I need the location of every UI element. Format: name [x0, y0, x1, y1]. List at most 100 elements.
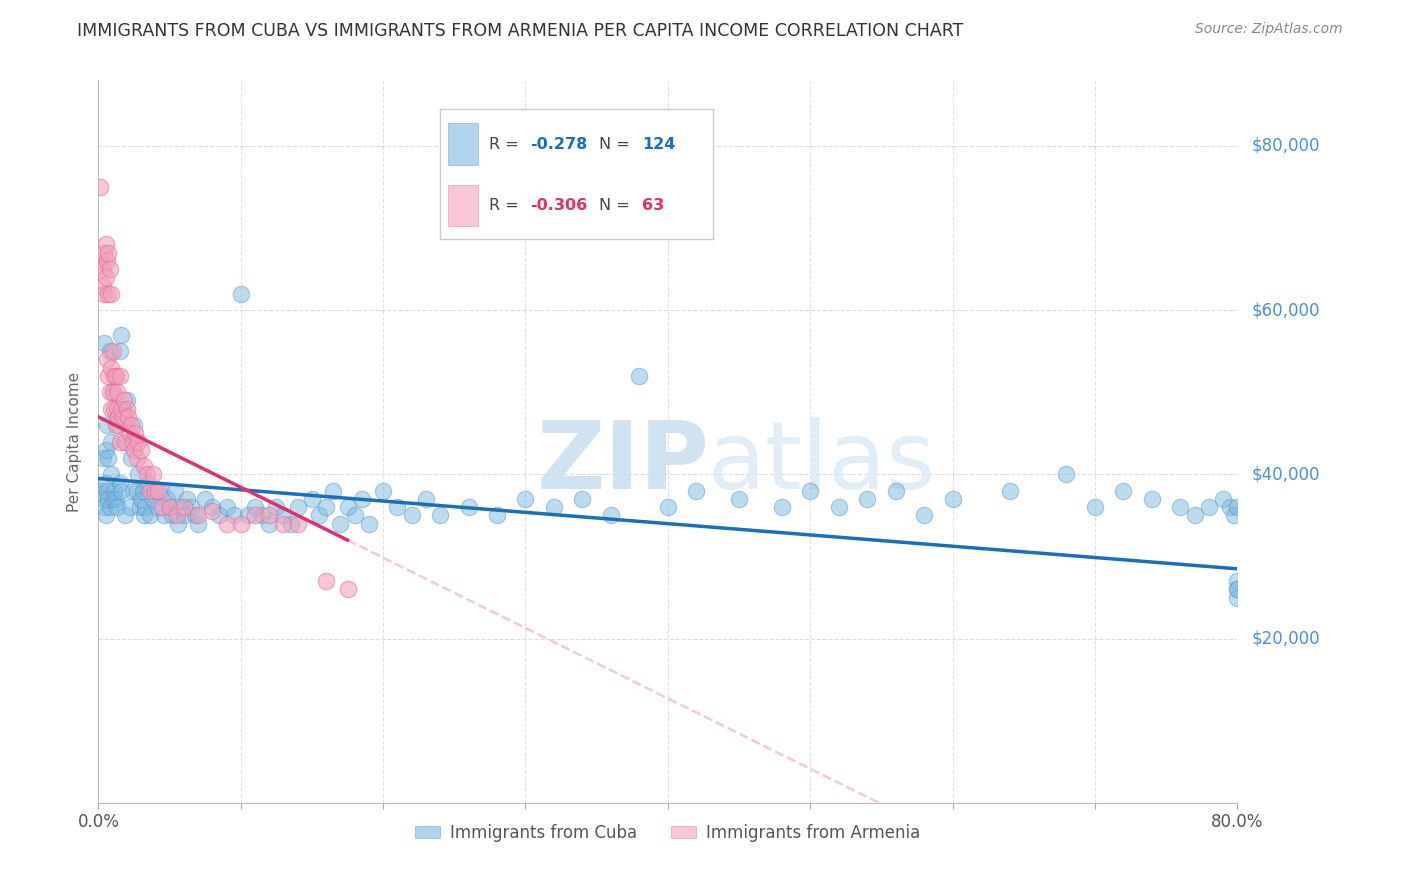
Point: [108, 368, 131, 383]
Point: [125, 483, 148, 498]
Point: [97, 368, 120, 383]
Point: [110, 401, 132, 416]
Point: [1212, 491, 1234, 506]
Point: [1226, 500, 1249, 515]
Point: [91, 278, 114, 293]
Point: [162, 508, 184, 523]
Point: [152, 500, 174, 515]
Point: [259, 508, 281, 523]
Text: $40,000: $40,000: [1251, 466, 1320, 483]
Text: $60,000: $60,000: [1251, 301, 1320, 319]
Point: [1226, 582, 1249, 597]
Point: [387, 500, 409, 515]
Point: [93, 336, 115, 351]
Point: [357, 516, 380, 531]
Point: [96, 418, 118, 433]
Point: [97, 286, 120, 301]
Point: [543, 500, 565, 515]
Point: [222, 508, 245, 523]
Point: [132, 508, 155, 523]
Point: [90, 483, 112, 498]
Point: [98, 385, 121, 400]
Point: [176, 491, 198, 506]
Point: [105, 500, 128, 515]
Point: [138, 508, 160, 523]
Point: [105, 385, 128, 400]
Point: [280, 516, 302, 531]
Point: [287, 516, 309, 531]
Point: [315, 500, 337, 515]
Point: [105, 409, 128, 424]
Point: [150, 483, 173, 498]
Point: [259, 516, 281, 531]
Point: [110, 483, 132, 498]
Point: [229, 516, 252, 531]
Point: [1112, 483, 1135, 498]
Point: [308, 508, 330, 523]
Point: [114, 434, 136, 449]
Point: [194, 491, 217, 506]
Point: [912, 508, 935, 523]
Point: [98, 500, 121, 515]
Point: [571, 491, 593, 506]
Point: [141, 491, 163, 506]
Point: [429, 508, 451, 523]
Point: [250, 508, 273, 523]
Point: [93, 286, 115, 301]
Point: [120, 418, 142, 433]
Point: [273, 508, 295, 523]
Point: [125, 450, 148, 465]
Point: [457, 500, 479, 515]
Point: [89, 180, 111, 194]
Point: [121, 483, 143, 498]
Point: [1198, 500, 1220, 515]
Point: [127, 467, 149, 482]
Point: [115, 434, 138, 449]
Point: [103, 483, 125, 498]
Point: [111, 409, 134, 424]
Text: ZIP: ZIP: [537, 417, 710, 509]
Point: [114, 508, 136, 523]
Y-axis label: Per Capita Income: Per Capita Income: [67, 371, 83, 512]
Point: [1084, 500, 1107, 515]
Point: [236, 508, 259, 523]
Point: [156, 491, 179, 506]
Point: [728, 491, 751, 506]
Point: [173, 500, 195, 515]
Point: [107, 418, 129, 433]
Point: [94, 508, 117, 523]
Point: [515, 491, 537, 506]
Text: Source: ZipAtlas.com: Source: ZipAtlas.com: [1195, 22, 1343, 37]
Point: [415, 491, 437, 506]
Point: [115, 401, 138, 416]
Point: [100, 434, 122, 449]
Point: [208, 508, 231, 523]
Point: [165, 483, 187, 498]
Point: [124, 434, 146, 449]
Point: [103, 401, 125, 416]
Text: $80,000: $80,000: [1251, 137, 1320, 155]
Point: [138, 483, 160, 498]
Point: [184, 508, 207, 523]
Point: [91, 491, 114, 506]
Point: [105, 401, 128, 416]
Point: [90, 253, 112, 268]
Point: [287, 500, 309, 515]
Point: [1170, 500, 1192, 515]
Point: [97, 245, 120, 260]
Point: [1226, 574, 1249, 588]
Point: [127, 434, 149, 449]
Point: [322, 483, 344, 498]
Point: [129, 442, 152, 457]
Point: [108, 344, 131, 359]
Point: [97, 450, 120, 465]
Point: [121, 434, 143, 449]
Point: [942, 491, 965, 506]
Point: [1140, 491, 1163, 506]
Text: atlas: atlas: [707, 417, 936, 509]
Point: [998, 483, 1021, 498]
Point: [856, 491, 879, 506]
Text: IMMIGRANTS FROM CUBA VS IMMIGRANTS FROM ARMENIA PER CAPITA INCOME CORRELATION CH: IMMIGRANTS FROM CUBA VS IMMIGRANTS FROM …: [77, 22, 963, 40]
Point: [336, 500, 359, 515]
Point: [94, 475, 117, 490]
